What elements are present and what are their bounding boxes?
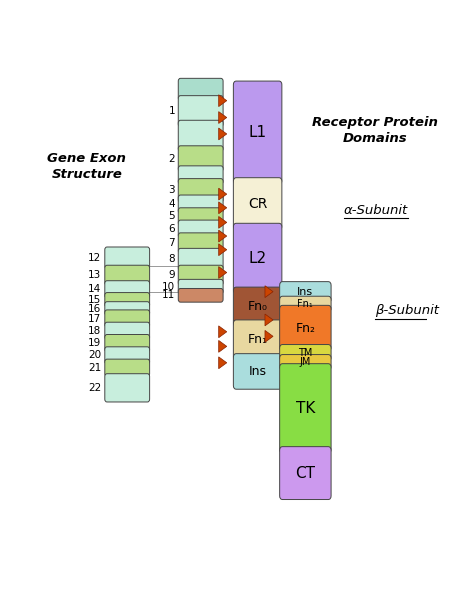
FancyBboxPatch shape <box>280 345 331 361</box>
Text: 8: 8 <box>168 255 175 264</box>
FancyBboxPatch shape <box>233 353 282 389</box>
Text: TK: TK <box>296 401 315 416</box>
Text: 21: 21 <box>88 363 101 373</box>
Text: 17: 17 <box>88 314 101 324</box>
FancyBboxPatch shape <box>280 355 331 370</box>
Text: 12: 12 <box>88 253 101 263</box>
Text: 10: 10 <box>162 282 175 292</box>
Polygon shape <box>219 357 227 369</box>
FancyBboxPatch shape <box>105 359 150 377</box>
Polygon shape <box>219 202 227 214</box>
FancyBboxPatch shape <box>105 322 150 340</box>
FancyBboxPatch shape <box>178 233 223 253</box>
Text: 2: 2 <box>168 153 175 163</box>
Polygon shape <box>219 340 227 352</box>
Text: JM: JM <box>300 358 311 367</box>
FancyBboxPatch shape <box>233 178 282 230</box>
FancyBboxPatch shape <box>178 208 223 225</box>
Text: 19: 19 <box>88 338 101 348</box>
FancyBboxPatch shape <box>178 120 223 152</box>
FancyBboxPatch shape <box>105 265 150 285</box>
Text: 15: 15 <box>88 295 101 305</box>
Polygon shape <box>219 266 227 278</box>
FancyBboxPatch shape <box>105 302 150 316</box>
Text: 3: 3 <box>168 185 175 195</box>
FancyBboxPatch shape <box>280 296 331 312</box>
Polygon shape <box>219 128 227 140</box>
Text: α-Subunit: α-Subunit <box>344 204 408 217</box>
Polygon shape <box>219 326 227 337</box>
Text: Gene Exon
Structure: Gene Exon Structure <box>47 152 126 181</box>
Text: L1: L1 <box>248 125 267 140</box>
FancyBboxPatch shape <box>105 247 150 269</box>
Text: 20: 20 <box>88 350 101 361</box>
Text: Fn₁: Fn₁ <box>298 299 313 309</box>
Text: 18: 18 <box>88 326 101 336</box>
Text: 16: 16 <box>88 304 101 314</box>
Polygon shape <box>265 330 273 342</box>
FancyBboxPatch shape <box>105 281 150 298</box>
Polygon shape <box>219 188 227 200</box>
FancyBboxPatch shape <box>233 81 282 184</box>
FancyBboxPatch shape <box>105 347 150 364</box>
Text: Fn₂: Fn₂ <box>295 321 315 334</box>
FancyBboxPatch shape <box>280 282 331 303</box>
Text: β-Subunit: β-Subunit <box>375 304 439 317</box>
FancyBboxPatch shape <box>178 166 223 184</box>
Polygon shape <box>219 244 227 256</box>
Text: 4: 4 <box>168 199 175 209</box>
FancyBboxPatch shape <box>178 96 223 127</box>
Text: 7: 7 <box>168 238 175 248</box>
FancyBboxPatch shape <box>178 146 223 171</box>
FancyBboxPatch shape <box>105 374 150 402</box>
Polygon shape <box>219 95 227 107</box>
FancyBboxPatch shape <box>280 446 331 500</box>
FancyBboxPatch shape <box>105 292 150 307</box>
FancyBboxPatch shape <box>105 334 150 352</box>
Text: 6: 6 <box>168 224 175 234</box>
Text: 22: 22 <box>88 383 101 393</box>
FancyBboxPatch shape <box>178 279 223 294</box>
Text: Receptor Protein
Domains: Receptor Protein Domains <box>312 116 438 145</box>
Text: Fn₀: Fn₀ <box>248 300 267 313</box>
FancyBboxPatch shape <box>280 305 331 351</box>
Text: TM: TM <box>298 348 312 358</box>
Text: Ins: Ins <box>297 287 313 297</box>
FancyBboxPatch shape <box>233 320 282 360</box>
FancyBboxPatch shape <box>178 179 223 202</box>
Text: CT: CT <box>295 465 315 481</box>
FancyBboxPatch shape <box>233 223 282 294</box>
FancyBboxPatch shape <box>178 249 223 270</box>
Text: 1: 1 <box>168 106 175 116</box>
FancyBboxPatch shape <box>178 265 223 285</box>
Text: 9: 9 <box>168 271 175 280</box>
FancyBboxPatch shape <box>233 287 282 326</box>
Text: Ins: Ins <box>249 365 266 378</box>
Text: 5: 5 <box>168 211 175 221</box>
Text: 11: 11 <box>162 290 175 300</box>
Polygon shape <box>265 286 273 298</box>
Polygon shape <box>219 230 227 242</box>
Text: L2: L2 <box>248 251 267 266</box>
FancyBboxPatch shape <box>178 288 223 302</box>
Polygon shape <box>265 314 273 326</box>
Text: Fn₁: Fn₁ <box>247 333 268 346</box>
Text: 13: 13 <box>88 271 101 280</box>
FancyBboxPatch shape <box>105 310 150 327</box>
FancyBboxPatch shape <box>280 363 331 453</box>
Text: 14: 14 <box>88 284 101 294</box>
FancyBboxPatch shape <box>178 220 223 237</box>
Polygon shape <box>219 217 227 229</box>
FancyBboxPatch shape <box>178 78 223 100</box>
FancyBboxPatch shape <box>178 195 223 213</box>
Polygon shape <box>219 112 227 124</box>
Text: CR: CR <box>248 197 267 211</box>
